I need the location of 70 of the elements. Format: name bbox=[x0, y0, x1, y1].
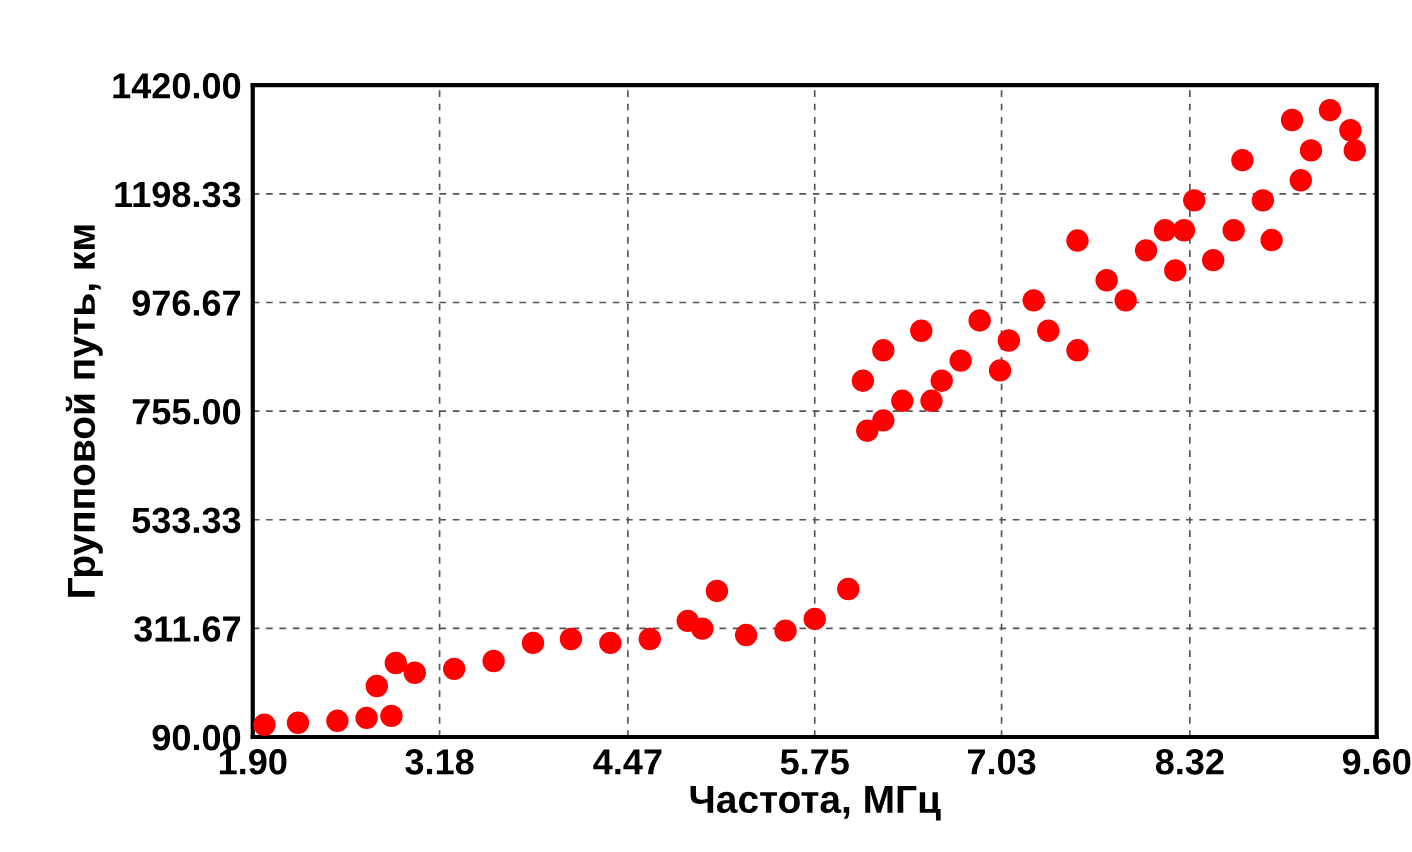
point bbox=[705, 579, 729, 603]
y-tick-label: 533.33 bbox=[132, 507, 241, 534]
point bbox=[482, 649, 505, 673]
y-tick-label: 90.00 bbox=[152, 724, 241, 751]
point bbox=[1153, 219, 1177, 242]
point bbox=[1164, 259, 1187, 282]
point bbox=[1202, 248, 1225, 272]
point bbox=[1037, 319, 1060, 342]
point bbox=[1318, 99, 1342, 122]
point bbox=[997, 329, 1021, 352]
point bbox=[691, 617, 714, 640]
x-tick-label: 9.60 bbox=[1342, 749, 1411, 775]
point bbox=[872, 339, 895, 362]
point bbox=[1343, 139, 1366, 162]
x-tick-label: 3.18 bbox=[405, 749, 474, 775]
point bbox=[920, 389, 943, 412]
point bbox=[872, 409, 895, 432]
point bbox=[253, 713, 276, 736]
point bbox=[442, 657, 466, 681]
point bbox=[1172, 219, 1196, 242]
point bbox=[1231, 148, 1254, 172]
y-tick-label: 1198.33 bbox=[115, 181, 241, 208]
y-tick-label: 755.00 bbox=[132, 398, 241, 425]
x-tick-label: 8.32 bbox=[1155, 749, 1224, 775]
point bbox=[930, 369, 953, 392]
point bbox=[286, 711, 310, 734]
point bbox=[851, 369, 875, 392]
point bbox=[968, 309, 991, 332]
point bbox=[1260, 228, 1283, 252]
point bbox=[1222, 219, 1245, 242]
point bbox=[1289, 169, 1312, 192]
point bbox=[803, 607, 826, 631]
point bbox=[380, 704, 403, 728]
point bbox=[1022, 289, 1045, 312]
y-axis-title: Групповой путь, км bbox=[65, 225, 103, 597]
point bbox=[638, 627, 661, 651]
point bbox=[326, 709, 349, 733]
x-axis-title: Частота, МГц bbox=[690, 785, 941, 821]
point bbox=[949, 349, 972, 372]
x-tick-label: 1.90 bbox=[219, 749, 287, 775]
point bbox=[1280, 108, 1304, 132]
point bbox=[891, 389, 914, 412]
point bbox=[1066, 339, 1089, 362]
y-tick-label: 311.67 bbox=[134, 616, 241, 642]
point bbox=[1251, 189, 1275, 212]
point bbox=[1299, 139, 1323, 162]
point bbox=[988, 359, 1012, 382]
x-tick-label: 7.03 bbox=[967, 749, 1036, 775]
point bbox=[384, 651, 407, 675]
y-tick-label: 1420.00 bbox=[113, 73, 241, 99]
point bbox=[1114, 289, 1137, 312]
point bbox=[837, 577, 860, 601]
point bbox=[1339, 119, 1362, 142]
point bbox=[599, 631, 622, 655]
point bbox=[403, 661, 426, 684]
point bbox=[521, 631, 545, 655]
point bbox=[910, 319, 933, 342]
point bbox=[774, 619, 797, 642]
point bbox=[559, 627, 583, 651]
point bbox=[734, 623, 758, 647]
point bbox=[856, 419, 879, 442]
point bbox=[355, 706, 378, 730]
x-tick-label: 5.75 bbox=[780, 749, 849, 775]
point bbox=[1066, 229, 1089, 252]
point bbox=[1095, 269, 1118, 292]
x-tick-label: 4.47 bbox=[593, 749, 662, 775]
y-tick-label: 976.67 bbox=[132, 290, 241, 316]
point bbox=[1134, 239, 1158, 262]
point bbox=[365, 674, 389, 698]
point bbox=[1183, 189, 1206, 212]
